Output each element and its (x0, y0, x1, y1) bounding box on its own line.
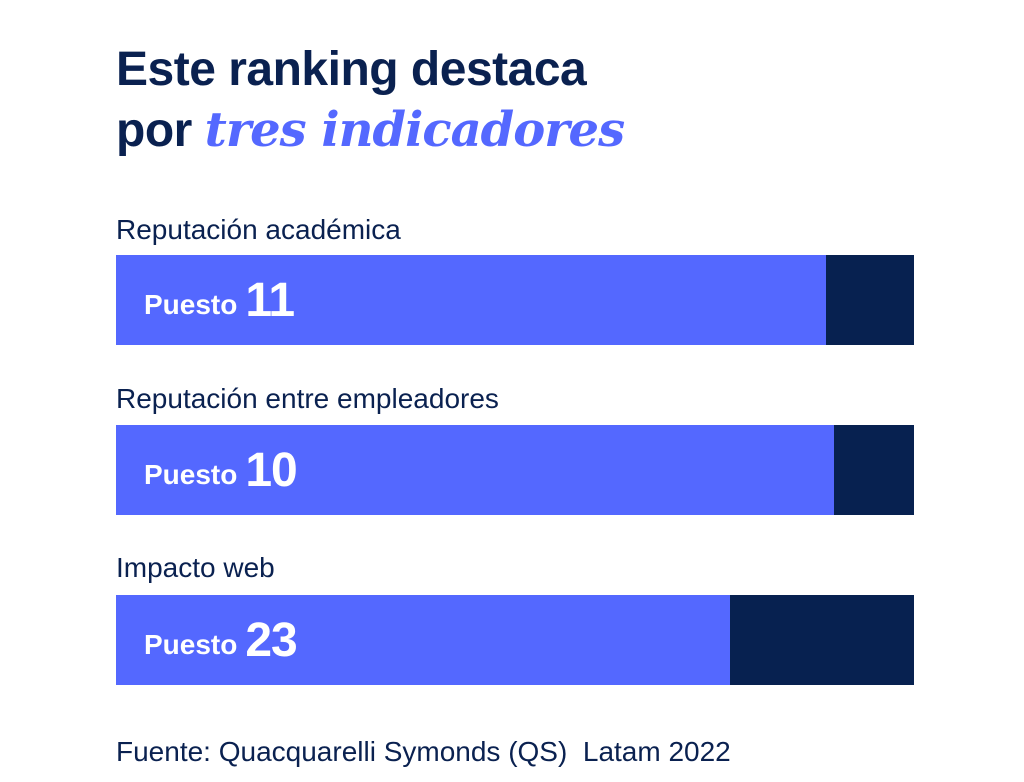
bar-fill (116, 255, 826, 345)
category-label: Reputación académica (116, 214, 401, 245)
bar-value-prefix: Puesto (144, 629, 238, 660)
bar-track: Puesto 11 (116, 255, 914, 345)
bar-value-label: Puesto 23 (144, 595, 298, 685)
bar-track: Puesto 10 (116, 425, 914, 515)
category-label: Reputación entre empleadores (116, 383, 499, 414)
bar-value-prefix: Puesto (144, 459, 238, 490)
chart-title-emphasis: tres indicadores (204, 102, 625, 158)
bar-value-number: 11 (245, 273, 295, 327)
chart-title-line2-plain: por (116, 104, 192, 157)
bar-value-label: Puesto 11 (144, 255, 295, 345)
source-note: Fuente: Quacquarelli Symonds (QS) Latam … (116, 736, 731, 767)
bar-value-prefix: Puesto (144, 289, 238, 320)
bar-fill (116, 595, 730, 685)
chart-title-line1: Este ranking destaca (116, 43, 587, 96)
bar-value-number: 23 (245, 613, 297, 667)
category-label: Impacto web (116, 552, 275, 583)
bar-value-label: Puesto 10 (144, 425, 298, 515)
bar-fill (116, 425, 834, 515)
bar-value-number: 10 (245, 443, 297, 497)
bar-track: Puesto 23 (116, 595, 914, 685)
chart-title: Este ranking destaca por tres indicadore… (116, 40, 625, 161)
